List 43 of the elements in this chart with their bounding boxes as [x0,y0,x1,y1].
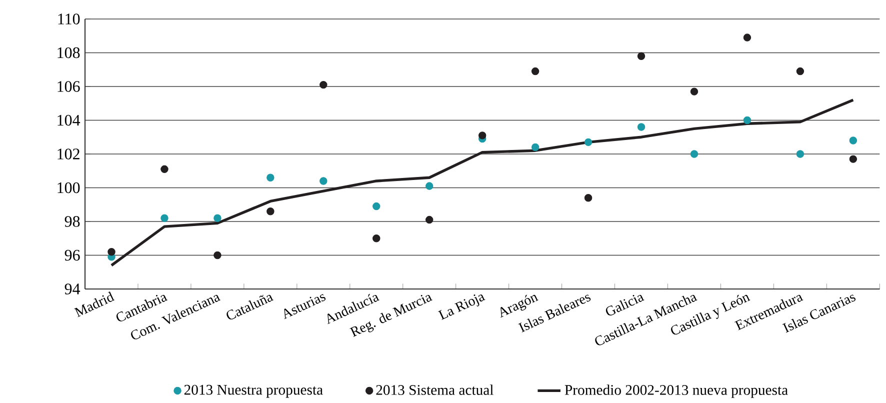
point [320,80,328,89]
point [637,123,646,131]
point [849,136,858,144]
point [690,150,698,158]
legend-label: 2013 Sistema actual [376,384,494,395]
point [584,194,592,202]
x-tick-label: Galicia [606,294,644,316]
y-tick-label: 102 [58,148,80,160]
y-tick-label: 110 [58,14,80,24]
point [160,165,168,174]
point [690,88,698,96]
point [108,248,116,256]
point [531,67,540,76]
y-tick-label: 98 [64,216,80,227]
legend-label: 2013 Nuestra propuesta [184,384,323,398]
y-tick-label: 106 [58,81,80,92]
point [160,214,168,222]
point [478,132,486,140]
point [425,182,434,190]
point [425,216,434,224]
line-series [110,98,855,267]
point [214,251,222,260]
point [584,138,592,146]
point [531,143,540,152]
y-tick-label: 104 [58,114,80,126]
point [214,214,222,222]
point [796,67,804,76]
point [849,155,858,163]
point [266,174,274,182]
point [372,202,380,210]
x-tick-label: Aragón [500,294,538,318]
y-tick-label: 108 [58,47,80,58]
y-tick-label: 96 [64,250,80,261]
point [637,52,646,60]
legend-label: Promedio 2002-2013 nueva propuesta [564,384,788,398]
x-tick-label: La Rioja [438,294,486,320]
point [743,116,752,124]
point [372,234,380,242]
point [266,207,274,216]
y-tick-label: 100 [58,182,80,194]
point [796,150,804,158]
point [320,177,328,185]
point [743,34,752,42]
